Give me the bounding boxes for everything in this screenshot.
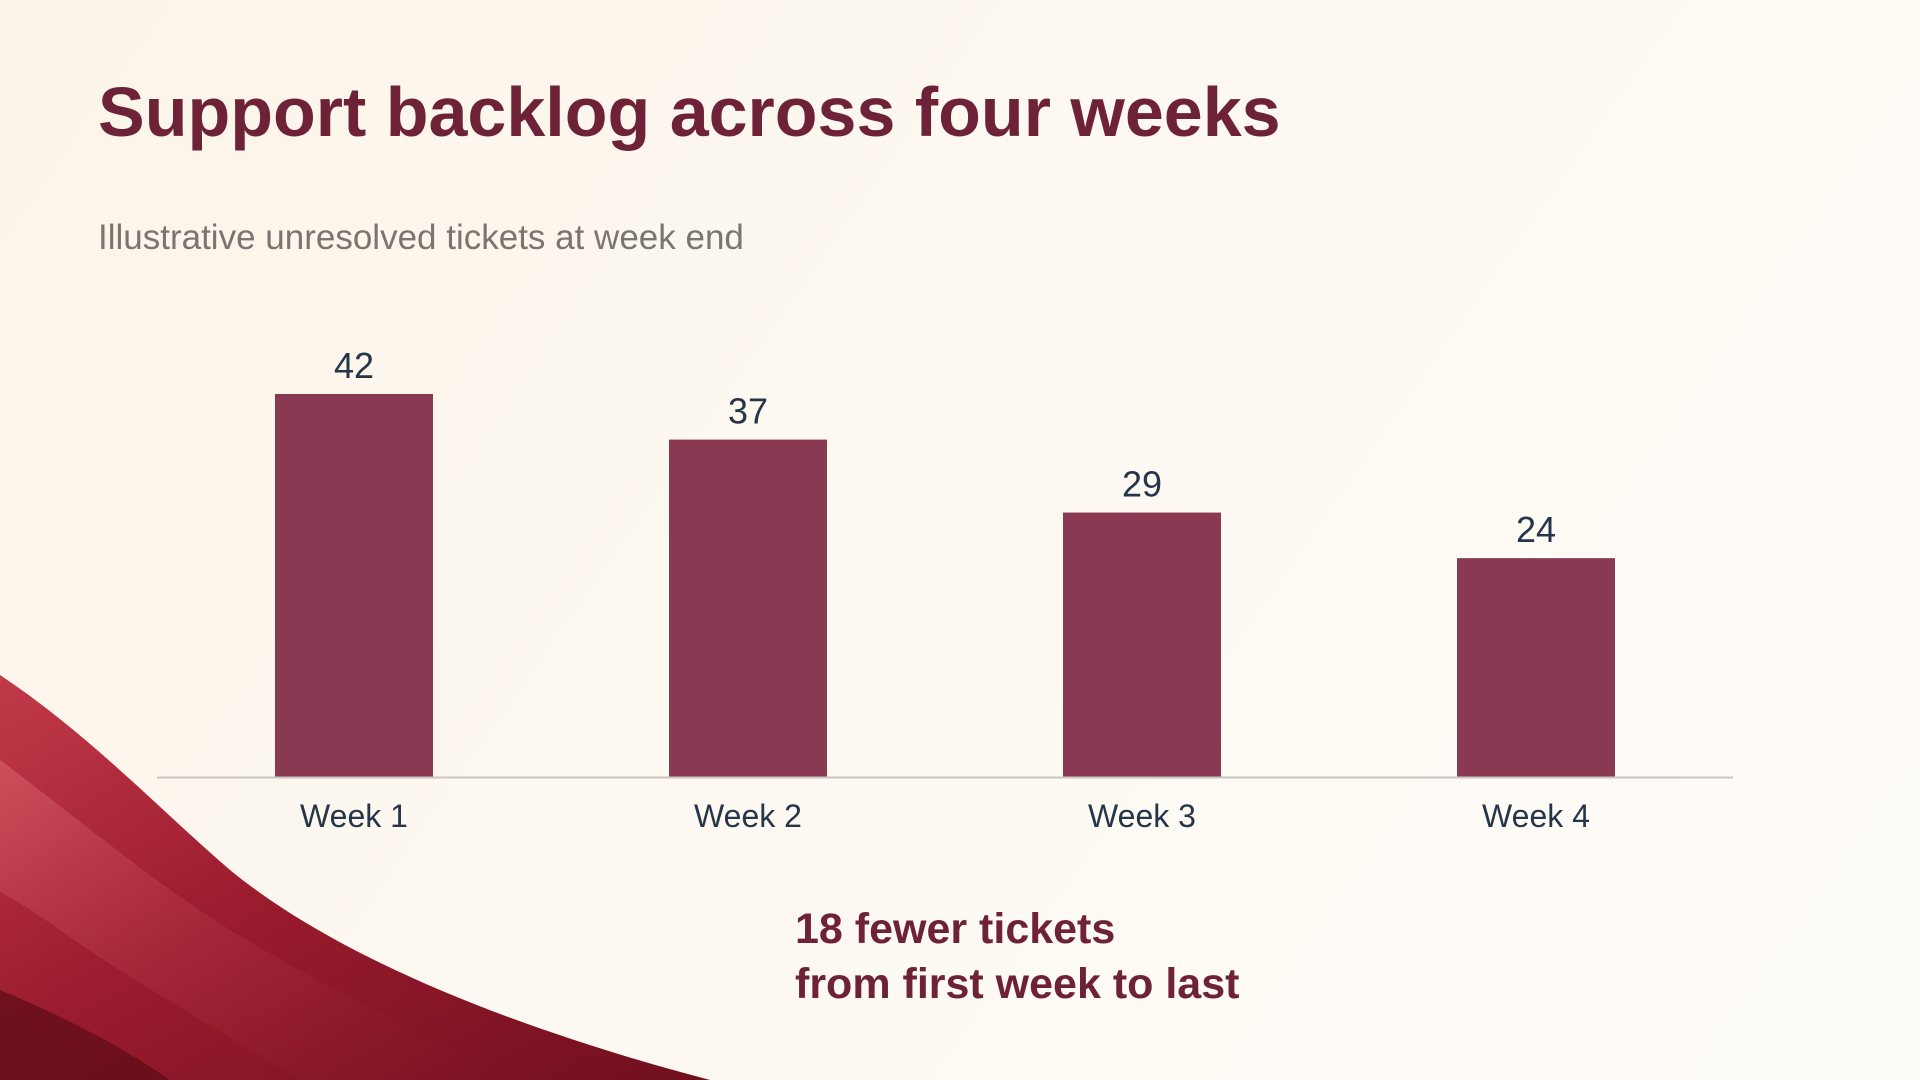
slide-subtitle: Illustrative unresolved tickets at week …	[98, 218, 744, 257]
data-label-week-1: 42	[334, 345, 374, 386]
bar-week-2	[669, 439, 827, 777]
callout-text: 18 fewer tickets from first week to last	[795, 902, 1239, 1012]
bar-week-4	[1457, 558, 1615, 777]
x-tick-label-week-2: Week 2	[694, 798, 802, 834]
bar-week-3	[1063, 512, 1221, 777]
callout-line-2: from first week to last	[795, 960, 1240, 1008]
x-tick-label-week-3: Week 3	[1088, 798, 1196, 834]
callout-line-1: 18 fewer tickets	[795, 905, 1116, 953]
x-tick-label-week-4: Week 4	[1482, 798, 1590, 834]
slide-title: Support backlog across four weeks	[98, 73, 1281, 151]
data-label-week-4: 24	[1516, 509, 1556, 550]
bar-week-1	[275, 394, 433, 777]
data-label-week-2: 37	[728, 391, 768, 432]
data-label-week-3: 29	[1122, 464, 1162, 505]
x-tick-label-week-1: Week 1	[300, 798, 408, 834]
